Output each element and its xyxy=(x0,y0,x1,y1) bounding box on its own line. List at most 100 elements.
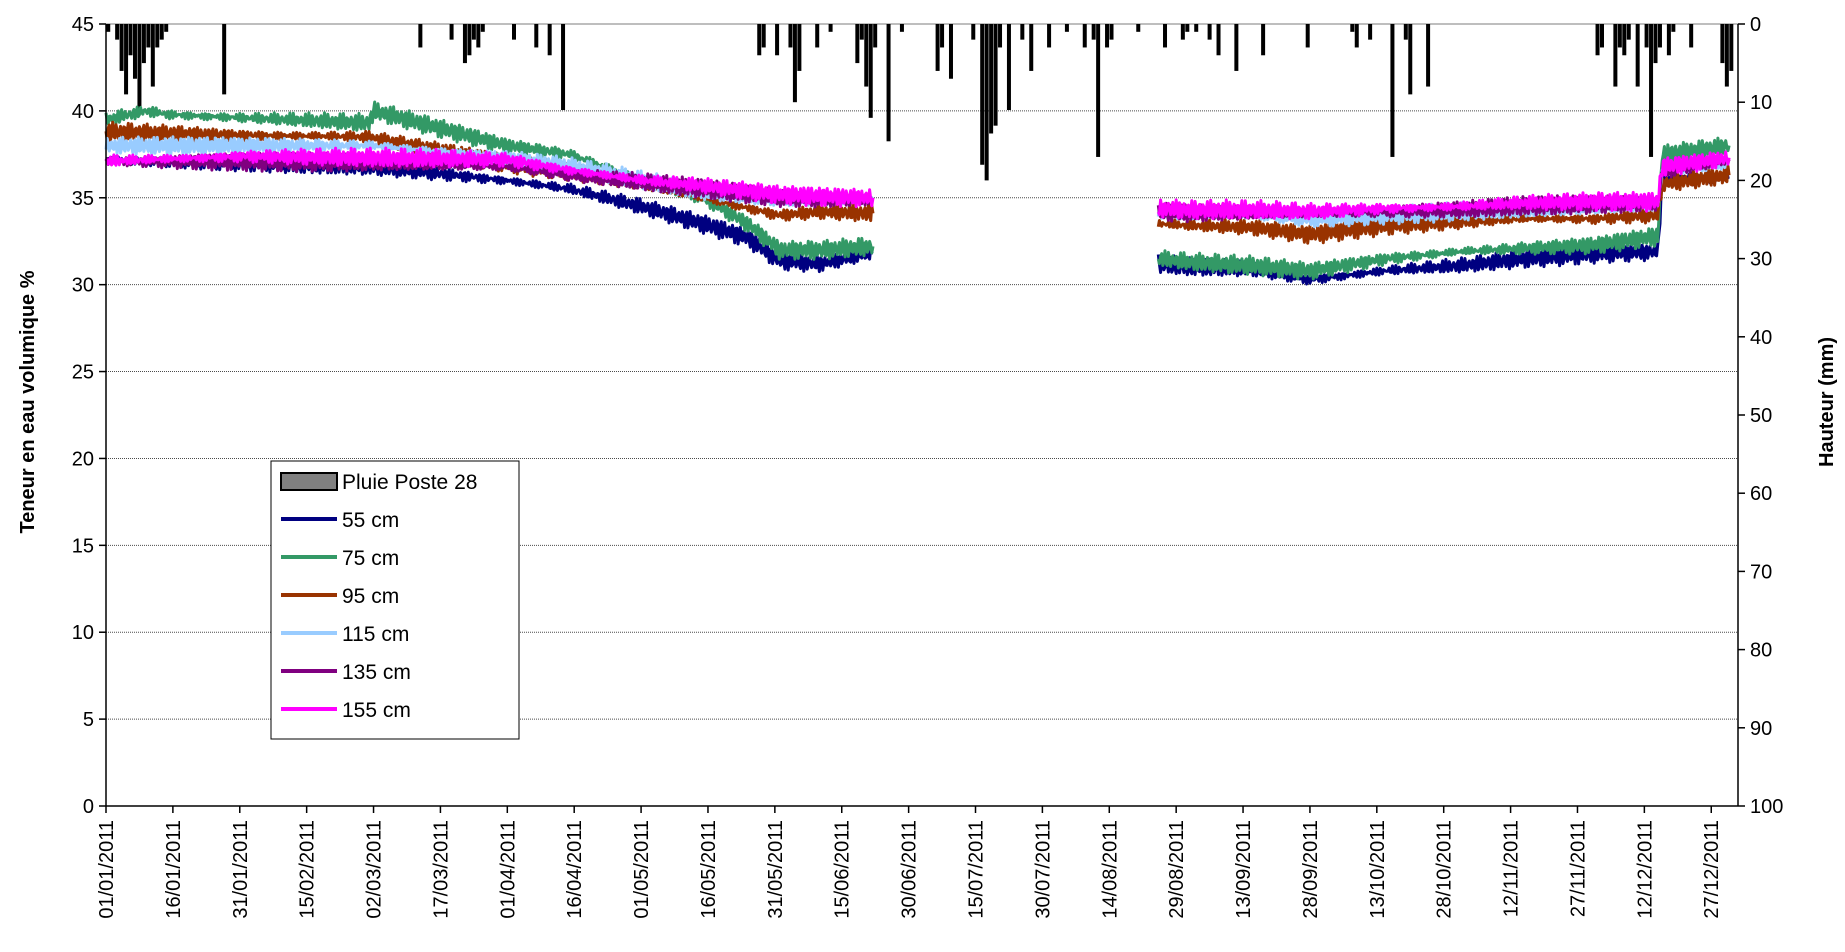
x-tick-label: 01/04/2011 xyxy=(497,820,519,919)
rain-bar xyxy=(1644,24,1649,48)
rain-bar xyxy=(561,24,566,111)
rain-bar xyxy=(948,24,953,79)
rain-bar xyxy=(788,24,793,48)
rain-bar xyxy=(137,24,142,111)
x-tick-label: 15/06/2011 xyxy=(832,820,854,919)
rain-bar xyxy=(1216,24,1221,56)
rain-bar xyxy=(980,24,985,165)
x-tick-label: 28/09/2011 xyxy=(1300,820,1322,919)
rain-bar xyxy=(547,24,552,56)
x-tick-label: 15/02/2011 xyxy=(297,820,319,919)
x-tick-label: 13/10/2011 xyxy=(1367,820,1389,919)
rain-bar xyxy=(115,24,120,40)
rain-bar xyxy=(1426,24,1431,87)
rain-bar xyxy=(1626,24,1631,40)
rain-bar xyxy=(1261,24,1266,56)
series-line-155-cm xyxy=(104,146,875,209)
rain-bar xyxy=(106,24,111,32)
x-tick-label: 01/01/2011 xyxy=(96,820,118,919)
rain-bar xyxy=(119,24,124,71)
y-left-tick-label: 0 xyxy=(83,796,94,818)
x-tick-label: 29/08/2011 xyxy=(1166,820,1188,919)
rain-bar xyxy=(1207,24,1212,40)
x-tick-label: 30/07/2011 xyxy=(1032,820,1054,919)
rain-bar xyxy=(859,24,864,40)
rain-bar xyxy=(159,24,164,40)
y-left-tick-label: 35 xyxy=(72,188,94,210)
legend-label: 55 cm xyxy=(342,509,399,532)
rain-bar xyxy=(1635,24,1640,87)
legend-label: 95 cm xyxy=(342,585,399,608)
rain-bar xyxy=(1595,24,1600,56)
legend-label: Pluie Poste 28 xyxy=(342,471,477,494)
rain-bar xyxy=(1096,24,1101,157)
rain-bar xyxy=(1185,24,1190,32)
series-line-95-cm xyxy=(1156,164,1731,245)
rain-bar xyxy=(449,24,454,40)
rain-bar xyxy=(989,24,994,134)
x-tick-label: 16/05/2011 xyxy=(698,820,720,919)
rain-bar xyxy=(124,24,129,95)
legend-label: 155 cm xyxy=(342,699,411,722)
rain-bar xyxy=(480,24,485,32)
rain-bar xyxy=(873,24,878,48)
rain-bar xyxy=(1657,24,1662,48)
y-left-tick-labels: 0 5 10 15 20 25 30 35 40 45 xyxy=(72,14,106,818)
rain-bar xyxy=(855,24,860,64)
rain-bar xyxy=(886,24,891,142)
rain-bar xyxy=(868,24,873,118)
x-tick-label: 14/08/2011 xyxy=(1099,820,1121,919)
rain-bar xyxy=(1653,24,1658,64)
y-right-tick-label: 80 xyxy=(1750,640,1772,662)
x-tick-label: 12/11/2011 xyxy=(1501,820,1523,917)
series-line-75-cm xyxy=(1156,136,1731,281)
rain-bar xyxy=(476,24,481,48)
x-tick-label: 31/05/2011 xyxy=(765,820,787,919)
rain-bar xyxy=(1613,24,1618,87)
rain-bar xyxy=(132,24,137,79)
y-left-tick-label: 20 xyxy=(72,448,94,470)
rain-bar xyxy=(1617,24,1622,48)
rain-bar xyxy=(1403,24,1408,40)
rain-bar xyxy=(1729,24,1734,71)
y-right-tick-label: 0 xyxy=(1750,14,1761,36)
rain-bar xyxy=(1666,24,1671,56)
legend-box xyxy=(270,460,520,740)
x-tick-label: 01/05/2011 xyxy=(631,820,653,919)
rain-bar xyxy=(1064,24,1069,32)
y-left-tick-label: 25 xyxy=(72,362,94,384)
rain-bar xyxy=(940,24,945,48)
y-right-tick-labels: 0 10 20 30 40 50 60 70 80 90 100 xyxy=(1738,14,1783,818)
rain-bar xyxy=(512,24,516,40)
y-right-tick-label: 100 xyxy=(1750,796,1783,818)
rain-bar xyxy=(141,24,146,64)
rain-bar xyxy=(757,24,762,56)
x-tick-label: 16/01/2011 xyxy=(163,820,185,919)
x-tick-label: 31/01/2011 xyxy=(230,820,252,919)
rain-bar xyxy=(815,24,820,48)
rain-bar xyxy=(899,24,904,32)
y-right-tick-label: 50 xyxy=(1750,405,1772,427)
y-left-tick-label: 30 xyxy=(72,275,94,297)
rain-bar xyxy=(1390,24,1395,157)
y-left-tick-label: 15 xyxy=(72,535,94,557)
rain-bar xyxy=(761,24,766,48)
x-tick-label: 02/03/2011 xyxy=(364,820,386,919)
y-left-tick-label: 10 xyxy=(72,622,94,644)
x-tick-label: 28/10/2011 xyxy=(1434,820,1456,919)
rain-bar xyxy=(1020,24,1025,40)
legend-label: 75 cm xyxy=(342,547,399,570)
rain-bar xyxy=(971,24,976,40)
legend-label: 115 cm xyxy=(342,623,409,646)
rain-bar xyxy=(1720,24,1725,64)
x-tick-labels: 01/01/2011 16/01/2011 31/01/2011 15/02/2011… xyxy=(96,806,1723,919)
rain-bar xyxy=(128,24,133,56)
rain-bar xyxy=(984,24,989,181)
series-lines xyxy=(104,100,1731,286)
rain-bar xyxy=(150,24,155,87)
x-tick-label: 27/11/2011 xyxy=(1568,820,1590,917)
x-tick-label: 27/12/2011 xyxy=(1701,820,1723,919)
y-left-tick-label: 45 xyxy=(72,14,94,36)
series-line-55-cm xyxy=(1156,170,1730,286)
